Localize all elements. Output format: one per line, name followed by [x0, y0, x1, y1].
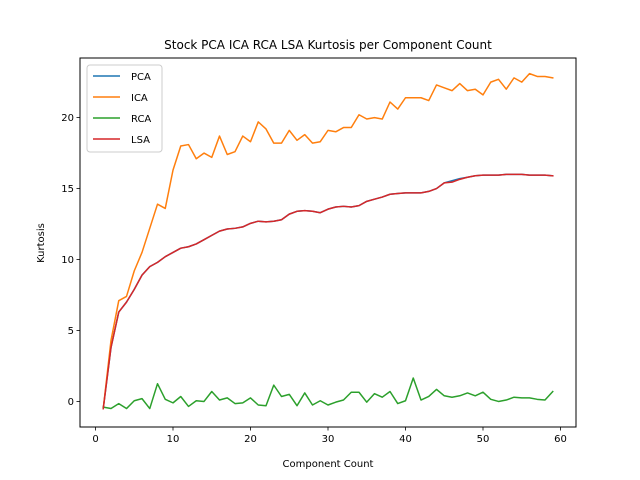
- legend-label-rca: RCA: [131, 114, 151, 125]
- y-axis-label: Kurtosis: [36, 223, 47, 263]
- y-axis: 0 5 10 15 20: [61, 113, 80, 408]
- x-tick-label: 0: [92, 434, 98, 445]
- y-tick-label: 20: [61, 113, 74, 124]
- x-tick-label: 40: [399, 434, 412, 445]
- series-line-rca: [102, 377, 554, 410]
- legend-label-pca: PCA: [131, 72, 151, 83]
- y-tick-label: 15: [61, 184, 74, 195]
- x-axis-label: Component Count: [283, 459, 374, 470]
- y-tick-label: 10: [61, 255, 74, 266]
- x-tick-label: 50: [477, 434, 490, 445]
- legend: PCA ICA RCA LSA: [86, 64, 163, 153]
- series-layer: [102, 72, 554, 410]
- y-tick-label: 5: [68, 326, 74, 337]
- legend-box: [86, 64, 163, 153]
- series-line-lsa: [102, 173, 554, 410]
- series-line-ica: [102, 72, 554, 410]
- legend-label-ica: ICA: [131, 93, 148, 104]
- y-tick-label: 0: [68, 397, 74, 408]
- x-tick-label: 10: [167, 434, 180, 445]
- x-axis: 0 10 20 30 40 50 60: [92, 427, 567, 445]
- x-tick-label: 20: [244, 434, 257, 445]
- x-tick-label: 60: [554, 434, 567, 445]
- chart-title: Stock PCA ICA RCA LSA Kurtosis per Compo…: [164, 38, 492, 52]
- x-tick-label: 30: [322, 434, 335, 445]
- legend-label-lsa: LSA: [131, 135, 150, 146]
